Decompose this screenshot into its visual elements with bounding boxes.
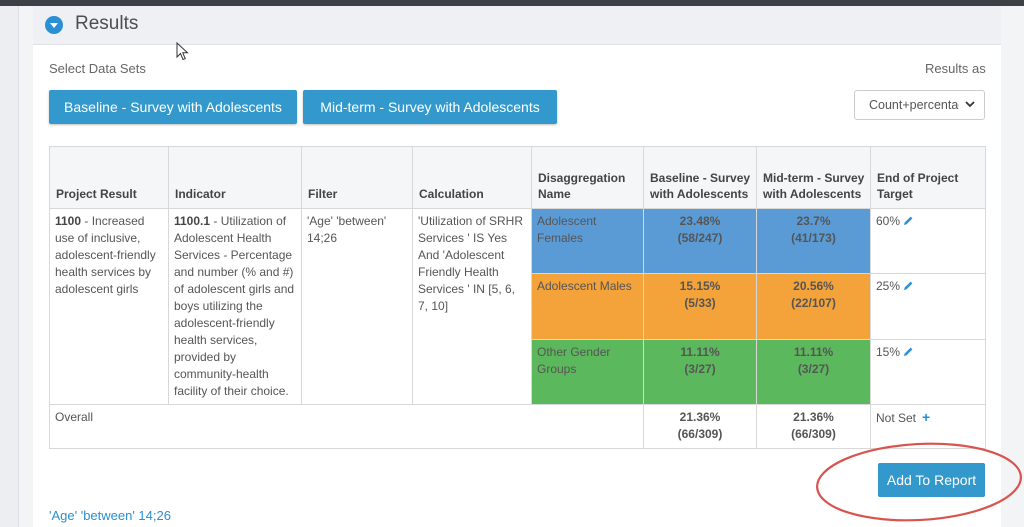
target-cell: 25% xyxy=(870,273,986,340)
column-header: End of Project Target xyxy=(870,146,986,209)
table-header-row: Project Result Indicator Filter Calculat… xyxy=(49,146,986,209)
table-row: Adolescent Males 15.15% (5/33) 20.56% (22/… xyxy=(50,273,986,340)
pencil-icon[interactable] xyxy=(903,215,914,226)
results-as-select[interactable]: Count+percentage xyxy=(854,90,985,120)
column-header: Filter xyxy=(301,146,413,209)
column-header: Project Result xyxy=(49,146,169,209)
target-cell: 15% xyxy=(870,338,986,406)
pencil-icon[interactable] xyxy=(903,280,914,291)
disaggregation-name-cell: Adolescent Males xyxy=(531,273,644,340)
filter-summary-link[interactable]: 'Age' 'between' 14;26 xyxy=(49,508,171,523)
select-data-sets-label: Select Data Sets xyxy=(49,61,146,76)
column-header: Calculation xyxy=(412,146,532,209)
midterm-value-cell: 11.11% (3/27) xyxy=(756,338,871,406)
midterm-dataset-button[interactable]: Mid-term - Survey with Adolescents xyxy=(303,90,557,124)
disaggregation-name-cell: Other Gender Groups xyxy=(531,338,644,406)
filter-cell: 'Age' 'between' 14;26 xyxy=(301,208,413,405)
overall-baseline-cell: 21.36% (66/309) xyxy=(643,404,757,449)
add-to-report-button[interactable]: Add To Report xyxy=(878,463,985,497)
overall-label: Overall xyxy=(49,404,644,449)
column-header: Mid-term - Survey with Adolescents xyxy=(756,146,871,209)
highlight-circle xyxy=(816,442,1022,522)
column-header: Baseline - Survey with Adolescents xyxy=(643,146,757,209)
plus-icon[interactable]: + xyxy=(922,409,931,425)
calculation-cell: 'Utilization of SRHR Services ' IS Yes A… xyxy=(412,208,532,405)
target-cell: 60% xyxy=(870,207,986,275)
baseline-value-cell: 23.48% (58/247) xyxy=(643,207,757,275)
panel-header[interactable]: Results xyxy=(33,6,1001,45)
project-result-cell: 1100 - Increased use of inclusive, adole… xyxy=(49,208,169,405)
panel-title: Results xyxy=(75,13,139,34)
collapse-toggle-icon[interactable] xyxy=(45,16,63,34)
table-row: 1100 - Increased use of inclusive, adole… xyxy=(49,207,986,405)
column-header: Disaggregation Name xyxy=(531,146,644,209)
left-rail xyxy=(0,6,19,527)
results-table: Project Result Indicator Filter Calculat… xyxy=(49,146,986,449)
disaggregation-name-cell: Adolescent Females xyxy=(531,207,644,275)
chevron-down-icon xyxy=(965,101,975,108)
midterm-value-cell: 20.56% (22/107) xyxy=(756,273,871,340)
baseline-value-cell: 15.15% (5/33) xyxy=(643,273,757,340)
pencil-icon[interactable] xyxy=(903,346,914,357)
mouse-cursor-icon xyxy=(176,42,189,61)
baseline-dataset-button[interactable]: Baseline - Survey with Adolescents xyxy=(49,90,297,124)
column-header: Indicator xyxy=(168,146,302,209)
overall-midterm-cell: 21.36% (66/309) xyxy=(756,404,871,449)
baseline-value-cell: 11.11% (3/27) xyxy=(643,338,757,406)
results-as-label: Results as xyxy=(925,61,986,76)
midterm-value-cell: 23.7% (41/173) xyxy=(756,207,871,275)
top-bar xyxy=(0,0,1024,6)
table-row: Other Gender Groups 11.11% (3/27) 11.11%(… xyxy=(50,338,986,406)
results-as-value: Count+percentage xyxy=(869,98,959,112)
overall-row: Overall 21.36% (66/309) 21.36% (66/309) No… xyxy=(49,404,986,449)
overall-target-cell: Not Set + xyxy=(870,404,986,449)
indicator-cell: 1100.1 - Utilization of Adolescent Healt… xyxy=(168,208,302,405)
